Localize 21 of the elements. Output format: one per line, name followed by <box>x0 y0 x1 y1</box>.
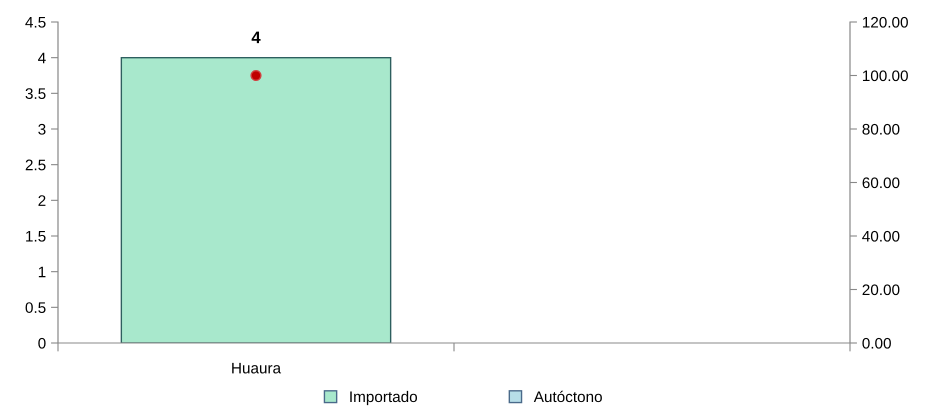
y-tick-label: 4.5 <box>25 17 46 28</box>
y-tick-label: 3.5 <box>26 88 46 100</box>
data-label: 4 <box>252 32 261 44</box>
y-tick-label: 2.5 <box>26 160 46 170</box>
y2-tick-label: 80.00 <box>862 124 900 135</box>
y2-tick-label: 60.00 <box>862 177 900 188</box>
y-tick-label: 1 <box>38 266 46 278</box>
legend-label: Importado <box>350 390 418 406</box>
x-tick-label: Huaura <box>232 362 282 374</box>
y-tick-label: 0 <box>38 338 46 349</box>
y2-tick-label: 120.00 <box>862 16 908 28</box>
y2-tick-label: 20.00 <box>862 284 900 296</box>
y-tick-label: 4 <box>38 52 46 64</box>
y-tick-label: 0.5 <box>26 302 46 314</box>
y-tick-label: 3 <box>38 124 46 135</box>
legend-label: Autóctono <box>534 390 602 402</box>
y-tick-label: 1.5 <box>26 231 46 242</box>
y-tick-label: 2 <box>38 195 46 206</box>
y2-tick-label: 100.00 <box>862 70 908 82</box>
y2-tick-label: 0.00 <box>862 338 891 349</box>
y2-tick-label: 40.00 <box>862 230 900 242</box>
